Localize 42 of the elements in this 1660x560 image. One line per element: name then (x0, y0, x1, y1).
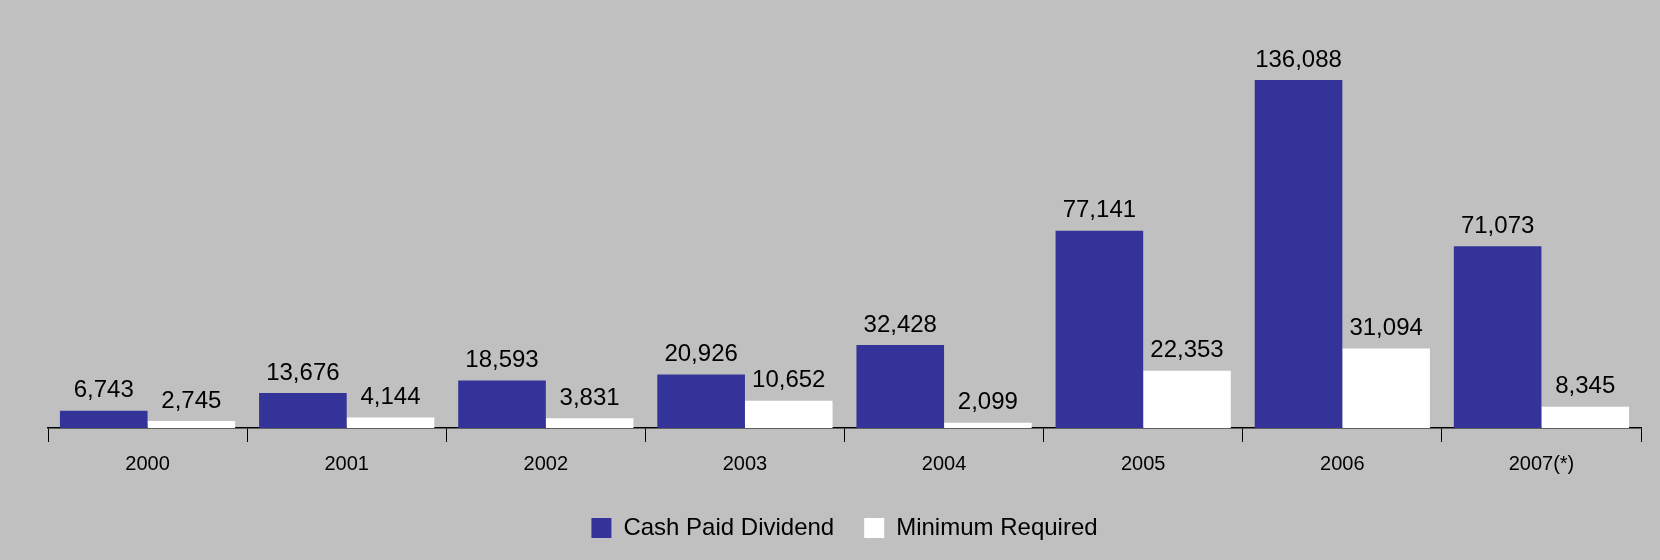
data-label: 2,099 (957, 387, 1018, 415)
legend-label: Minimum Required (896, 512, 1098, 540)
bar (1254, 80, 1343, 428)
data-label: 8,345 (1555, 371, 1616, 399)
bar (1453, 246, 1542, 428)
data-label: 13,676 (266, 357, 340, 385)
bar (59, 410, 148, 428)
bar (1143, 370, 1231, 428)
x-tick-label: 2005 (1120, 451, 1166, 474)
data-label: 10,652 (752, 365, 826, 393)
data-label: 6,743 (73, 375, 134, 403)
x-tick-label: 2002 (523, 451, 569, 474)
bar (259, 393, 347, 428)
x-tick-label: 2000 (125, 451, 170, 474)
data-label: 71,073 (1460, 210, 1535, 238)
x-tick-label: 2004 (921, 451, 967, 474)
x-tick-label: 2006 (1320, 451, 1365, 474)
data-label: 136,088 (1255, 44, 1342, 72)
bar (856, 345, 945, 428)
bar (458, 380, 546, 428)
bar (1541, 406, 1630, 428)
data-label: 2,745 (161, 385, 222, 413)
bar (1342, 348, 1430, 428)
data-label: 31,094 (1349, 313, 1423, 341)
x-tick-label: 2001 (324, 451, 369, 474)
bar (346, 417, 435, 428)
bar (147, 420, 236, 428)
data-label: 22,353 (1150, 335, 1224, 363)
bar (545, 418, 634, 428)
data-label: 77,141 (1062, 195, 1137, 223)
data-label: 3,831 (559, 382, 620, 410)
data-label: 32,428 (863, 309, 937, 337)
x-tick-label: 2003 (722, 451, 768, 474)
data-label: 4,144 (360, 382, 421, 410)
data-label: 18,593 (465, 345, 539, 373)
bar (657, 374, 745, 428)
legend-label: Cash Paid Dividend (623, 512, 835, 540)
x-tick-label: 2007(*) (1508, 451, 1575, 474)
bar (744, 400, 833, 428)
data-label: 20,926 (664, 339, 738, 367)
bar (1055, 230, 1144, 428)
bar (944, 422, 1032, 428)
